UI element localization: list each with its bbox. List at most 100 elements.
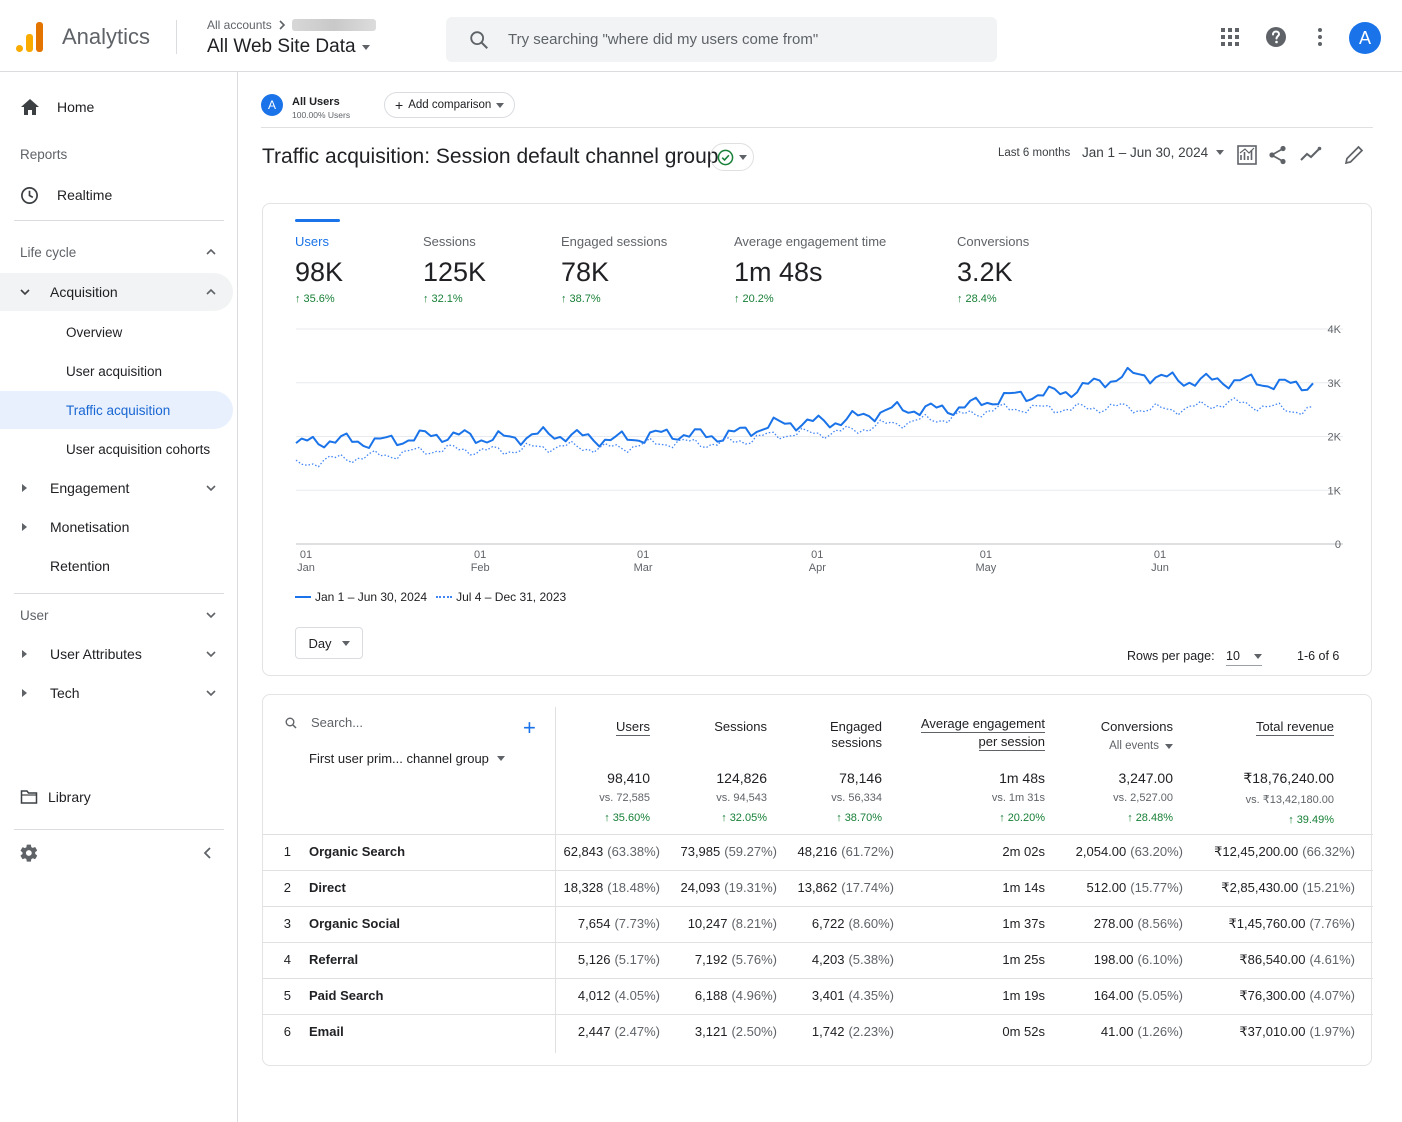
comparison-bar: A All Users 100.00% Users + Add comparis… — [261, 92, 1373, 128]
arrow-up-icon: ↑ — [295, 293, 301, 305]
sidebar-item-user-attributes[interactable]: User Attributes — [0, 635, 233, 673]
cell-value: 24,093 — [680, 880, 721, 895]
row-channel-name[interactable]: Referral — [309, 952, 359, 967]
customize-report-icon[interactable] — [1236, 144, 1258, 166]
cell-percent: (5.76%) — [731, 952, 777, 967]
cell-value: ₹1,45,760.00 — [1228, 916, 1306, 931]
table-row[interactable]: 1 Organic Search 62,843 (63.38%) 73,985 (59.2… — [263, 834, 1371, 870]
add-dimension-plus-icon[interactable]: + — [523, 715, 536, 740]
row-channel-name[interactable]: Direct — [309, 880, 346, 895]
sidebar-item-engagement[interactable]: Engagement — [0, 469, 233, 507]
sidebar-item-retention[interactable]: Retention — [0, 547, 233, 585]
column-header-total-revenue[interactable]: Total revenue — [1255, 719, 1334, 736]
cell-percent: (15.21%) — [1302, 880, 1355, 895]
edit-pencil-icon[interactable] — [1343, 144, 1365, 166]
column-header-conversions[interactable]: Conversions All events — [1101, 719, 1173, 754]
cell-percent: (59.27%) — [724, 844, 777, 859]
metric-tab-avg-engagement-time[interactable]: Average engagement time 1m 48s ↑ 20.2% — [734, 234, 886, 305]
table-row[interactable]: 6 Email 2,447 (2.47%) 3,121 (2.50%) 1,742 (2.23… — [263, 1014, 1371, 1050]
x-tick-label: 01 Mar — [634, 549, 653, 574]
table-search[interactable]: Search... — [285, 715, 363, 730]
report-status-dropdown[interactable] — [710, 143, 754, 171]
sidebar-item-user-acquisition-cohorts[interactable]: User acquisition cohorts — [0, 430, 233, 468]
cell-avg: 1m 37s — [1002, 916, 1045, 931]
sidebar-item-library[interactable]: Library — [0, 778, 233, 816]
table-row[interactable]: 2 Direct 18,328 (18.48%) 24,093 (19.31%) 13,86… — [263, 870, 1371, 906]
sidebar-item-monetisation[interactable]: Monetisation — [0, 508, 233, 546]
cell-value: 4,203 — [811, 952, 845, 967]
sidebar-item-home[interactable]: Home — [0, 88, 233, 126]
insights-trend-icon[interactable] — [1300, 144, 1322, 166]
sidebar-item-tech[interactable]: Tech — [0, 674, 233, 712]
sidebar-section-user[interactable]: User — [0, 596, 233, 634]
series-line-previous[interactable] — [295, 397, 1314, 468]
property-selector[interactable]: All Web Site Data — [207, 36, 370, 58]
conversions-event-selector[interactable]: All events — [1109, 738, 1173, 754]
account-breadcrumb[interactable]: All accounts — [207, 18, 376, 32]
total-previous: vs. 56,334 — [831, 792, 882, 804]
chart-legend: Jan 1 – Jun 30, 2024 Jul 4 – Dec 31, 202… — [295, 590, 566, 604]
add-comparison-button[interactable]: + Add comparison — [384, 92, 516, 118]
search-box[interactable] — [446, 17, 997, 62]
collapse-sidebar-icon[interactable] — [201, 846, 215, 860]
dimension-selector[interactable]: First user prim... channel group — [309, 751, 505, 766]
column-header-users[interactable]: Users — [616, 719, 650, 736]
cell-percent: (5.17%) — [614, 952, 660, 967]
sidebar-item-overview[interactable]: Overview — [0, 313, 233, 351]
column-header-sessions[interactable]: Sessions — [714, 719, 767, 735]
total-previous: vs. 72,585 — [599, 792, 650, 804]
column-header-avg-engagement[interactable]: Average engagement per session — [920, 716, 1045, 751]
metric-change: ↑ 38.7% — [561, 293, 667, 305]
more-vert-icon[interactable] — [1309, 26, 1331, 48]
analytics-logo[interactable] — [16, 20, 46, 52]
segment-name[interactable]: All Users — [292, 96, 340, 108]
cell-users: 2,447 (2.47%) — [578, 1024, 660, 1039]
rows-per-page-select[interactable]: 10 — [1226, 649, 1262, 666]
sidebar-item-acquisition[interactable]: Acquisition — [0, 273, 233, 311]
metric-tab-conversions[interactable]: Conversions 3.2K ↑ 28.4% — [957, 234, 1029, 305]
sidebar-item-label: Monetisation — [50, 519, 130, 535]
row-divider — [263, 1014, 1373, 1015]
sidebar-item-user-acquisition[interactable]: User acquisition — [0, 352, 233, 390]
metric-tab-engaged-sessions[interactable]: Engaged sessions 78K ↑ 38.7% — [561, 234, 667, 305]
segment-avatar[interactable]: A — [261, 94, 283, 116]
table-row[interactable]: 4 Referral 5,126 (5.17%) 7,192 (5.76%) 4,203 (5… — [263, 942, 1371, 978]
date-range-picker[interactable]: Jan 1 – Jun 30, 2024 — [1082, 145, 1225, 160]
cell-percent: (5.05%) — [1137, 988, 1183, 1003]
column-header-engaged-sessions[interactable]: Engaged sessions — [830, 719, 882, 751]
cell-value: 48,216 — [797, 844, 838, 859]
total-change: ↑ 32.05% — [716, 812, 767, 824]
metric-tab-sessions[interactable]: Sessions 125K ↑ 32.1% — [423, 234, 486, 305]
cell-value: 10,247 — [687, 916, 728, 931]
row-channel-name[interactable]: Organic Search — [309, 844, 406, 859]
sidebar-section-lifecycle[interactable]: Life cycle — [0, 233, 233, 271]
cell-value: 7,192 — [694, 952, 728, 967]
metric-tab-users[interactable]: Users 98K ↑ 35.6% — [295, 234, 343, 305]
granularity-value: Day — [308, 635, 332, 651]
sidebar-item-realtime[interactable]: Realtime — [0, 176, 233, 214]
expand-right-icon — [22, 689, 27, 697]
table-row[interactable]: 3 Organic Social 7,654 (7.73%) 10,247 (8.21%)… — [263, 906, 1371, 942]
series-line-current[interactable] — [295, 366, 1314, 449]
cell-value: 5,126 — [577, 952, 611, 967]
row-channel-name[interactable]: Organic Social — [309, 916, 401, 931]
chevron-up-icon — [206, 288, 216, 295]
cell-percent: (18.48%) — [607, 880, 660, 895]
cell-sessions: 7,192 (5.76%) — [695, 952, 777, 967]
cell-percent: (1.97%) — [1309, 1024, 1355, 1039]
settings-gear-icon[interactable] — [19, 843, 39, 863]
granularity-dropdown[interactable]: Day — [295, 627, 363, 659]
account-avatar[interactable]: A — [1349, 22, 1381, 54]
total-value: 124,826 — [716, 770, 767, 786]
row-channel-name[interactable]: Email — [309, 1024, 344, 1039]
apps-grid-icon[interactable] — [1219, 26, 1241, 48]
line-chart[interactable]: 4K 3K 2K 1K 0 01 Jan 01 Feb 01 Mar 01 Apr 01 May 01 Jun — [263, 314, 1371, 579]
arrow-up-icon: ↑ — [561, 293, 567, 305]
help-icon[interactable] — [1265, 26, 1287, 48]
sidebar-item-traffic-acquisition[interactable]: Traffic acquisition — [0, 391, 233, 429]
table-row[interactable]: 5 Paid Search 4,012 (4.05%) 6,188 (4.96%) 3,40… — [263, 978, 1371, 1014]
share-icon[interactable] — [1267, 144, 1289, 166]
metric-change: ↑ 32.1% — [423, 293, 486, 305]
search-input[interactable] — [508, 31, 968, 48]
row-channel-name[interactable]: Paid Search — [309, 988, 384, 1003]
